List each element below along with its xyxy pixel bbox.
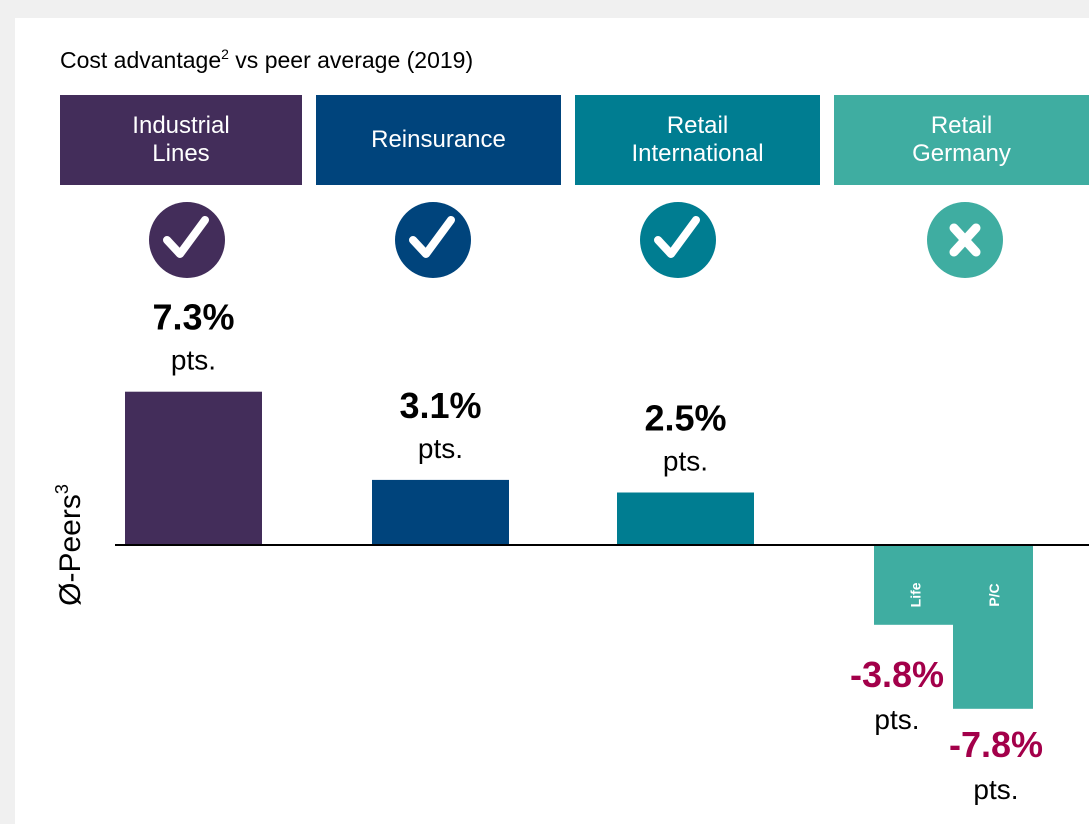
y-label-superscript: 3 [52, 484, 72, 494]
bar [125, 391, 262, 545]
category-header: Retail Germany [834, 95, 1089, 185]
y-label-text: Ø-Peers3 [52, 484, 87, 606]
value-label: -3.8% [850, 654, 944, 695]
cross-mark [949, 223, 981, 257]
value-label: -7.8% [949, 724, 1043, 765]
unit-label: pts. [171, 345, 216, 376]
chart-title: Cost advantage2 vs peer average (2019) [60, 46, 473, 74]
bar [372, 479, 509, 545]
category-label: Retail International [631, 112, 764, 167]
check-mark [409, 216, 455, 258]
check-mark [163, 216, 209, 258]
category-label: Retail Germany [912, 112, 1011, 167]
y-label: Ø-Peers [54, 494, 87, 606]
title-text: Cost advantage [60, 47, 222, 73]
sub-bar-name: P/C [986, 583, 1002, 606]
sub-bar [953, 545, 1033, 709]
unit-label: pts. [663, 446, 708, 477]
sub-bar-name: Life [908, 582, 924, 607]
y-axis-label: Ø-Peers3 [52, 484, 87, 606]
category-header: Reinsurance [316, 95, 561, 185]
sub-bar-name-group: P/C [986, 583, 1002, 606]
check-mark [654, 216, 700, 258]
unit-label: pts. [973, 774, 1018, 805]
value-label: 3.1% [399, 385, 481, 426]
category-header: Retail International [575, 95, 820, 185]
bar [617, 492, 754, 545]
title-suffix: vs peer average (2019) [228, 47, 474, 73]
category-label: Industrial Lines [132, 112, 230, 167]
unit-label: pts. [418, 433, 463, 464]
value-label: 7.3% [152, 297, 234, 338]
category-header: Industrial Lines [60, 95, 302, 185]
sub-bar [874, 545, 955, 625]
unit-label: pts. [874, 704, 919, 735]
title-superscript: 2 [221, 46, 229, 62]
sub-bar-name-group: Life [908, 582, 924, 607]
category-label: Reinsurance [371, 126, 506, 153]
value-label: 2.5% [644, 398, 726, 439]
